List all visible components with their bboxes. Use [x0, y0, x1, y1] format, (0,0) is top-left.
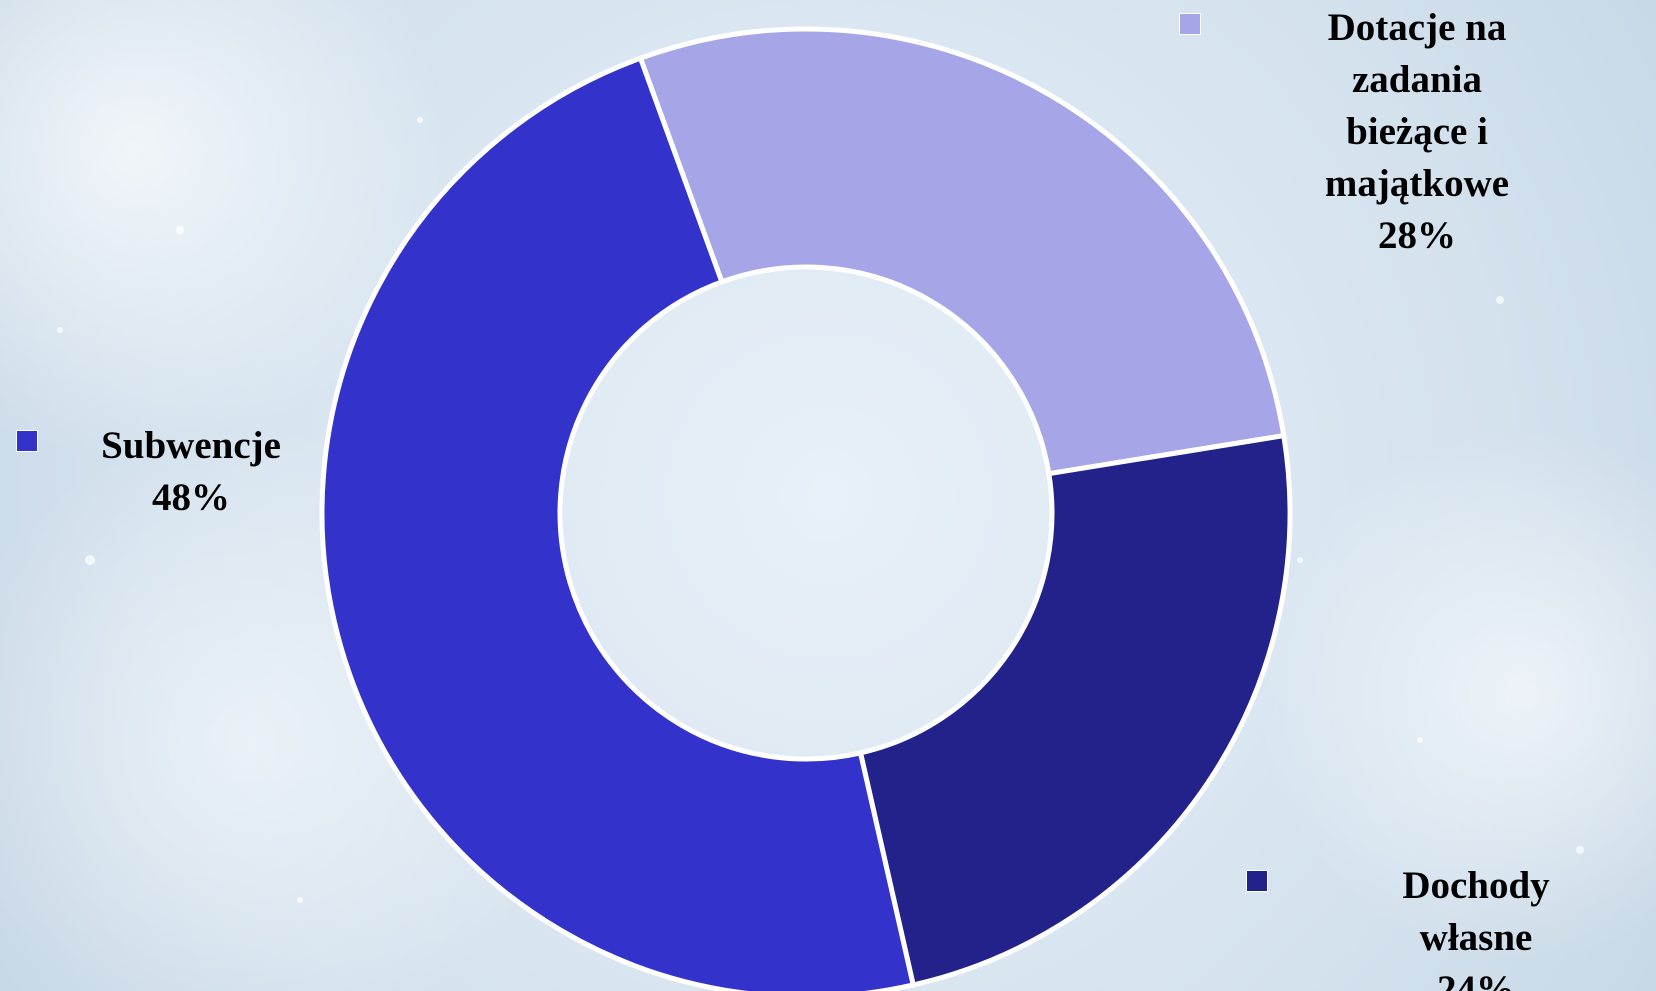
category-name: Subwencje: [101, 420, 281, 472]
donut-slice: [640, 29, 1283, 474]
legend-marker: [1246, 870, 1268, 892]
donut-slice: [861, 436, 1290, 985]
value-label: 24%: [1386, 964, 1566, 991]
category-name: Dochody własne: [1386, 860, 1566, 964]
legend-marker: [1179, 13, 1201, 35]
legend-marker: [16, 430, 38, 452]
category-name: Dotacje na zadania bieżące i majątkowe: [1298, 2, 1537, 210]
page: Dotacje na zadania bieżące i majątkowe28…: [0, 0, 1656, 991]
value-label: 28%: [1298, 210, 1537, 262]
value-label: 48%: [101, 472, 281, 524]
